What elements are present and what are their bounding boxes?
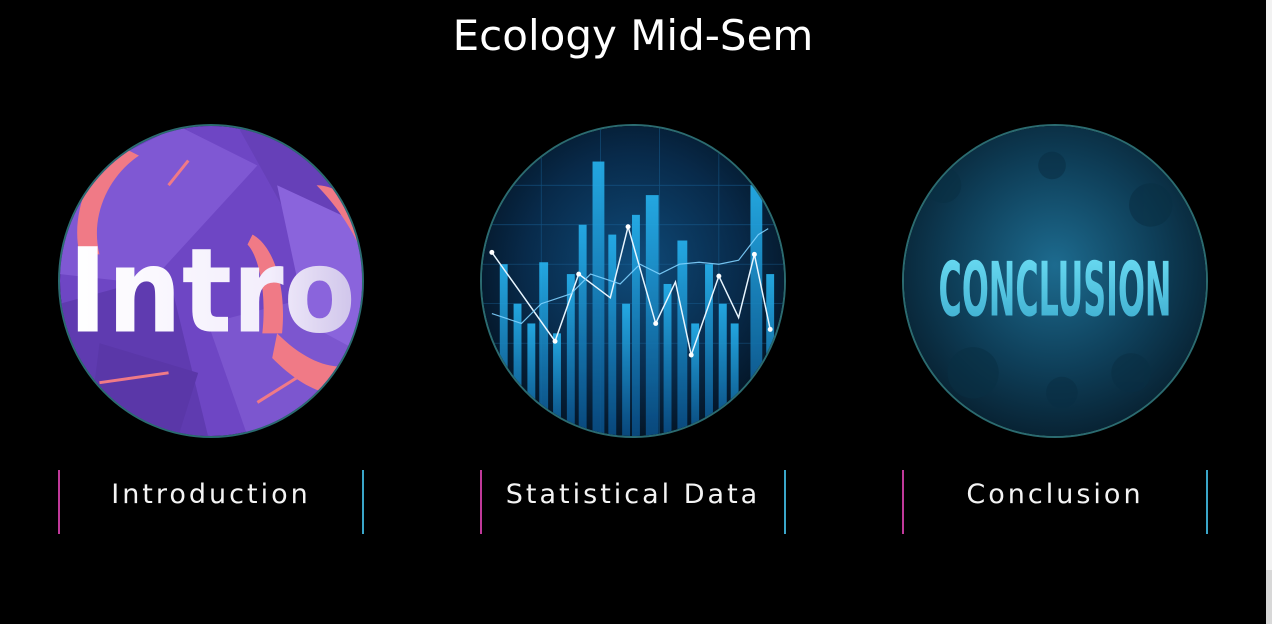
caption-conclusion: Conclusion [902,470,1208,534]
page-title: Ecology Mid-Sem [452,11,814,60]
caption-label[interactable]: Conclusion [966,479,1144,510]
caption-label[interactable]: Introduction [111,479,311,510]
conclusion-image-text: CONCLUSION [939,246,1172,334]
conclusion-artwork-image[interactable]: CONCLUSION [902,124,1208,438]
caption-statistical-data: Statistical Data [480,470,786,534]
stock-chart-artwork-image[interactable] [480,124,786,438]
intro-artwork-image[interactable]: Intro [58,124,364,438]
caption-divider-right [1206,470,1208,534]
caption-divider-right [362,470,364,534]
vertical-scrollbar[interactable] [1266,0,1272,624]
caption-divider-right [784,470,786,534]
card-introduction[interactable]: Intro Introduction [58,124,364,538]
scrollbar-thumb[interactable] [1266,0,1272,570]
caption-divider-left [58,470,60,534]
caption-introduction: Introduction [58,470,364,534]
intro-image-text: Intro [68,224,355,359]
caption-label[interactable]: Statistical Data [505,479,761,510]
card-conclusion[interactable]: CONCLUSION Conclusion [902,124,1208,538]
caption-divider-left [902,470,904,534]
caption-divider-left [480,470,482,534]
card-statistical-data[interactable]: Statistical Data [480,124,786,538]
